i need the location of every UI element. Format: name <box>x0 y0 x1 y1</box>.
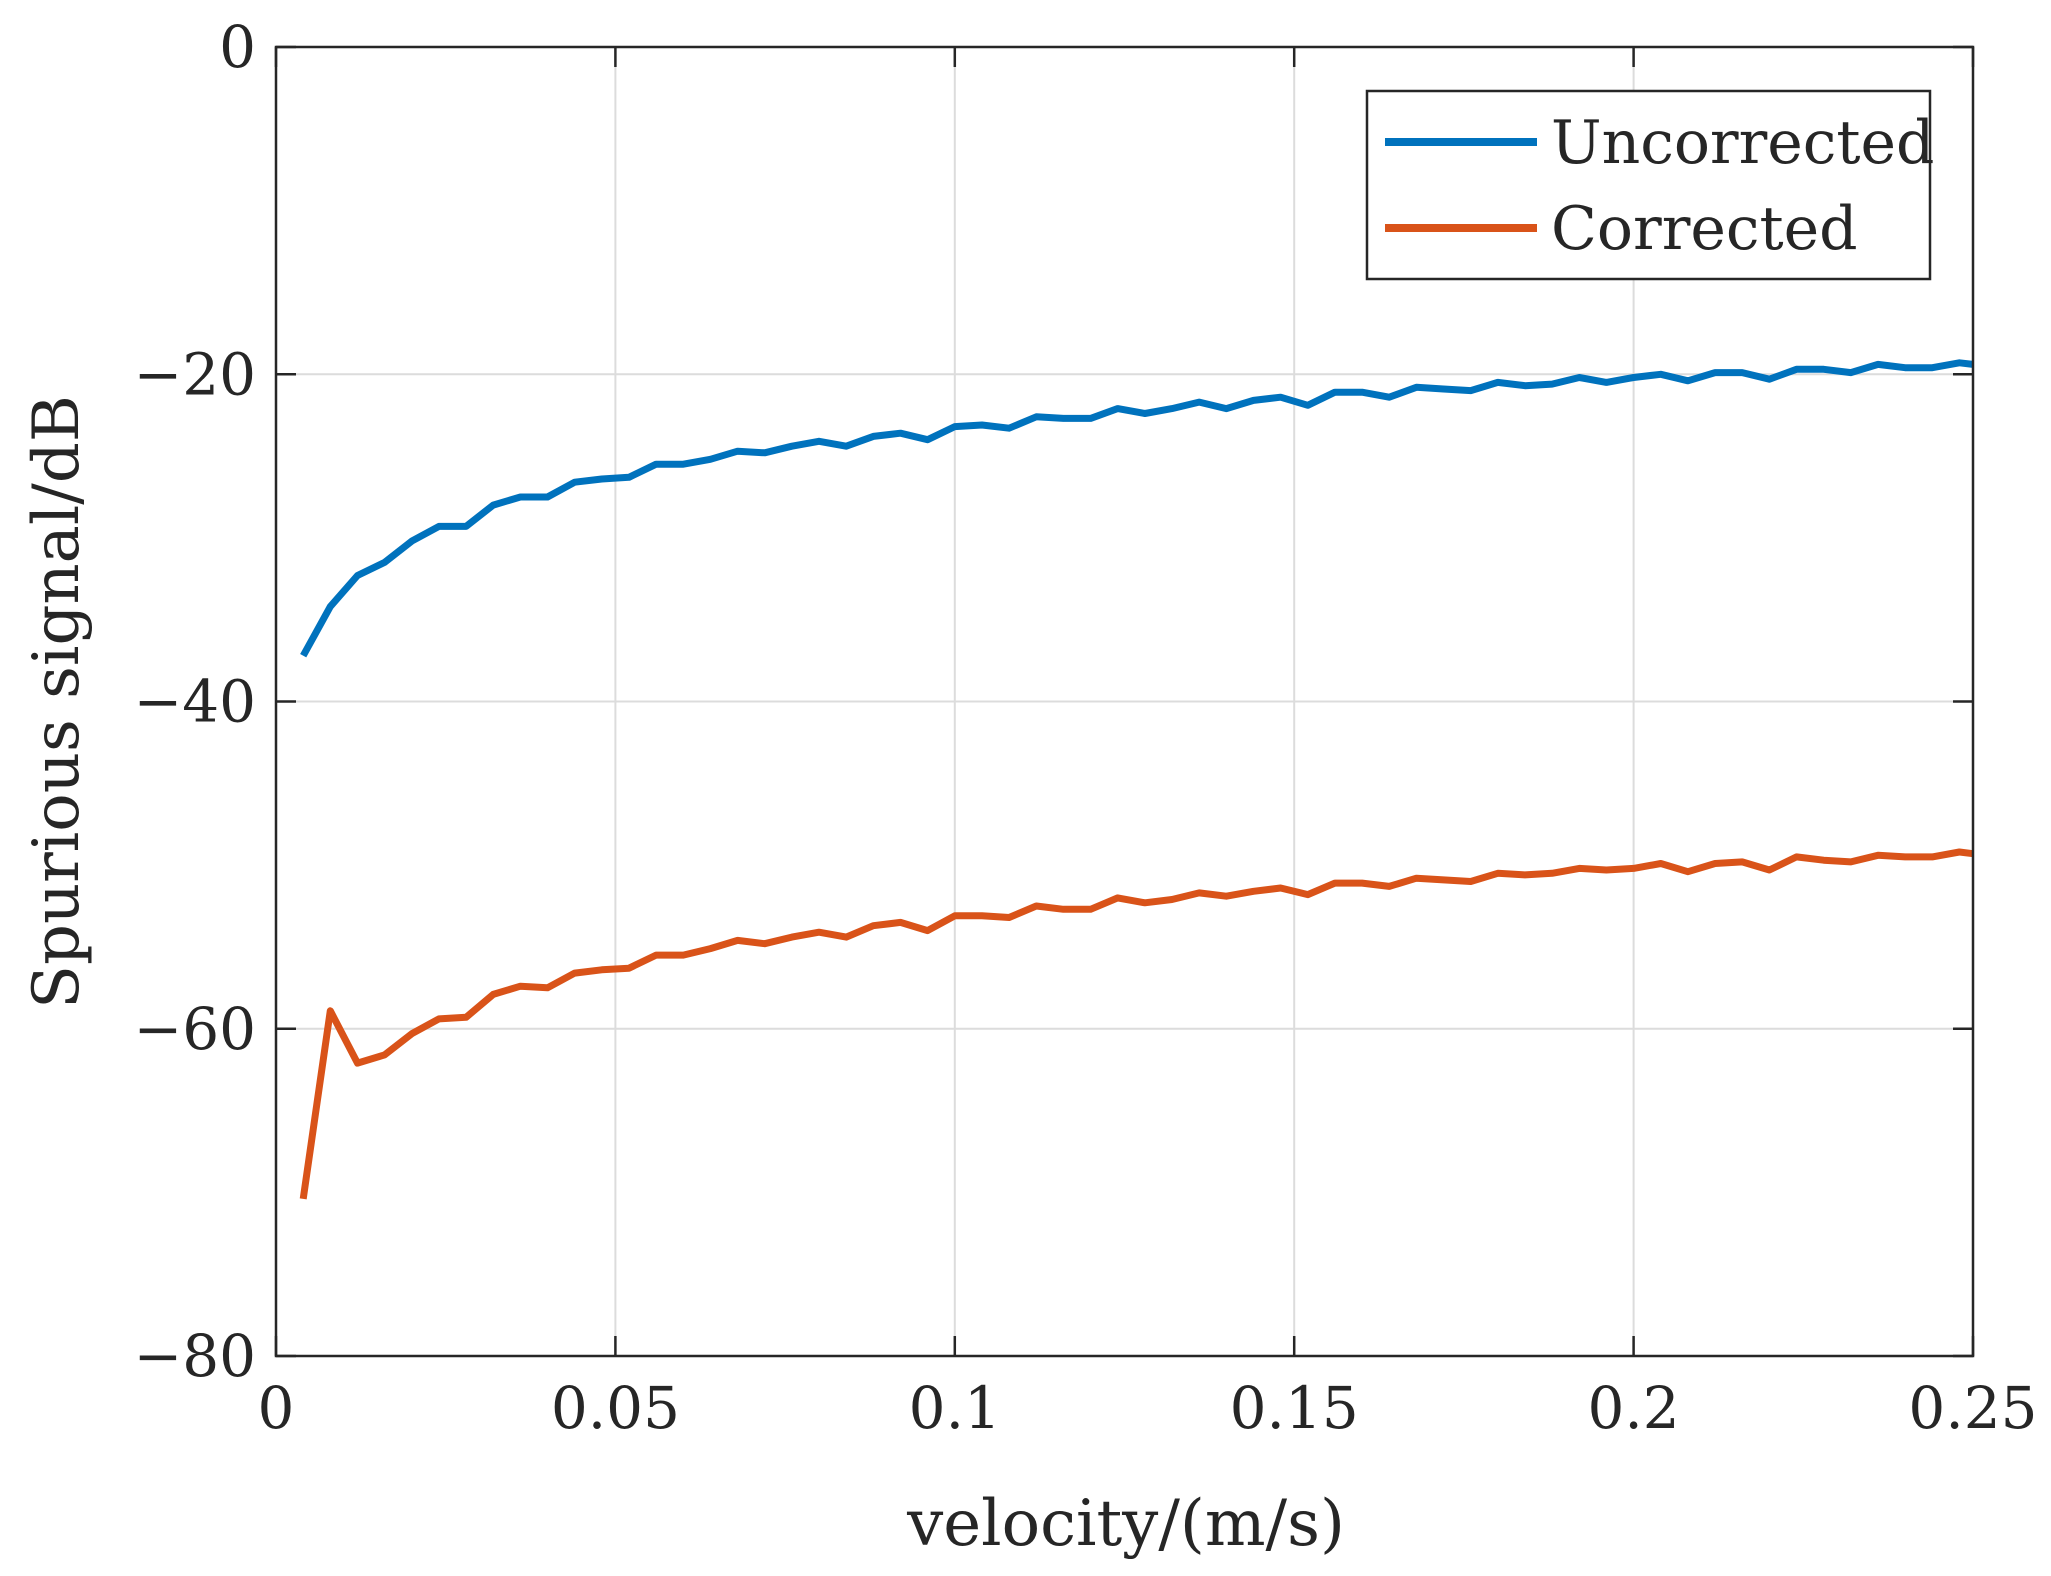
axis-ticks <box>274 45 1975 1358</box>
x-tick-label: 0.15 <box>1230 1374 1359 1442</box>
y-tick-labels: −80 −60 −40 −20 0 <box>134 13 256 1390</box>
y-axis-label: Spurious signal/dB <box>20 395 94 1009</box>
legend-label-uncorrected: Uncorrected <box>1551 108 1934 178</box>
x-axis-label: velocity/(m/s) <box>906 1487 1345 1561</box>
x-tick-labels: 0 0.05 0.1 0.15 0.2 0.25 <box>258 1374 2038 1442</box>
y-tick-label: −60 <box>134 995 256 1063</box>
legend-label-corrected: Corrected <box>1551 194 1858 264</box>
x-tick-label: 0.1 <box>909 1374 1001 1442</box>
y-tick-label: −20 <box>134 340 256 408</box>
y-tick-label: −80 <box>134 1322 256 1390</box>
series-layer <box>299 359 1974 1200</box>
legend-box <box>1365 89 1932 281</box>
x-tick-label: 0 <box>258 1374 295 1442</box>
series-line-corrected <box>299 848 1974 1200</box>
x-tick-label: 0.2 <box>1587 1374 1679 1442</box>
y-tick-label: −40 <box>134 668 256 736</box>
x-tick-label: 0.05 <box>551 1374 680 1442</box>
series-line-uncorrected <box>300 359 1974 658</box>
y-tick-label: 0 <box>219 13 256 81</box>
legend: Uncorrected Corrected <box>1365 89 1934 281</box>
x-tick-label: 0.25 <box>1908 1374 2037 1442</box>
